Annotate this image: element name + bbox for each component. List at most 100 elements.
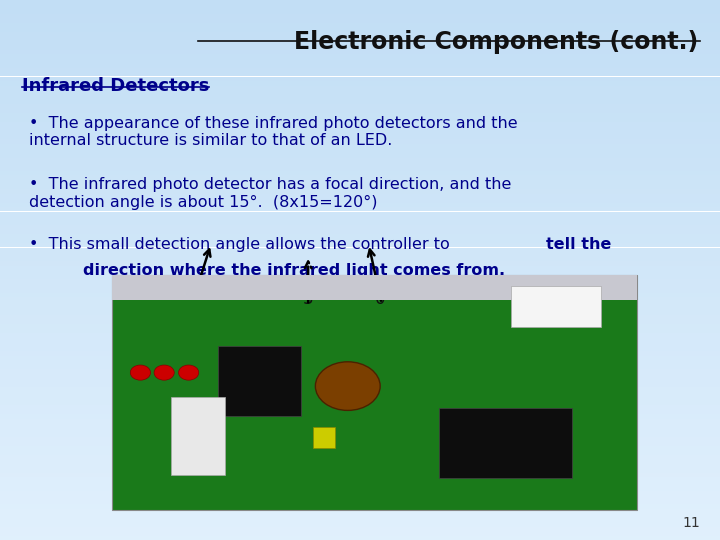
Bar (0, 482, 720, 486)
Bar (0, 500, 720, 504)
Bar (0, 513, 720, 517)
Bar (0, 270, 720, 274)
Bar (0, 81, 720, 85)
Bar (0, 486, 720, 490)
Bar (0, 495, 720, 500)
Bar (0, 401, 720, 405)
Text: direction where the infrared light comes from.: direction where the infrared light comes… (83, 263, 505, 278)
Bar (0, 117, 720, 122)
Bar (0, 90, 720, 94)
Bar (0, 338, 720, 342)
Bar (0, 279, 720, 284)
Bar (0, 202, 720, 207)
Bar (0, 171, 720, 176)
Bar (0, 261, 720, 266)
Bar (0, 162, 720, 166)
Bar (0, 297, 720, 301)
Bar (0, 108, 720, 112)
Bar (0, 239, 720, 243)
Text: 7: 7 (188, 286, 198, 303)
Bar (0, 166, 720, 171)
Bar (218, 346, 301, 416)
Bar (0, 27, 720, 31)
Bar (0, 225, 720, 229)
Bar (0, 517, 720, 522)
Text: tell the: tell the (546, 237, 611, 252)
Bar (0, 31, 720, 36)
Bar (0, 266, 720, 270)
Circle shape (315, 362, 380, 410)
Bar (0, 387, 720, 392)
Bar (0, 450, 720, 455)
Bar (0, 378, 720, 382)
Bar (112, 275, 637, 300)
Bar (0, 18, 720, 23)
Bar (0, 446, 720, 450)
Bar (0, 369, 720, 374)
Bar (0, 158, 720, 162)
Bar (0, 360, 720, 364)
Bar (0, 315, 720, 320)
Bar (0, 131, 720, 135)
Bar (0, 72, 720, 77)
Bar (0, 347, 720, 351)
Bar (439, 408, 572, 478)
Bar (0, 234, 720, 239)
Bar (0, 104, 720, 108)
Bar (0, 4, 720, 9)
Bar (0, 14, 720, 18)
Bar (0, 256, 720, 261)
Bar (0, 414, 720, 418)
Bar (511, 286, 601, 327)
Bar (0, 531, 720, 536)
Text: Infrared Detectors: Infrared Detectors (22, 77, 209, 94)
Bar (0, 504, 720, 509)
Bar (0, 459, 720, 463)
Bar (0, 374, 720, 378)
Bar (0, 207, 720, 212)
Bar (0, 432, 720, 436)
Bar (0, 284, 720, 288)
Bar (0, 9, 720, 14)
Bar (0, 355, 720, 360)
Bar (0, 396, 720, 401)
Bar (0, 333, 720, 338)
Bar (0, 85, 720, 90)
Bar (0, 144, 720, 148)
Text: •  The infrared photo detector has a focal direction, and the
detection angle is: • The infrared photo detector has a foca… (29, 177, 511, 210)
Bar (0, 94, 720, 99)
Bar (0, 135, 720, 139)
Text: •  This small detection angle allows the controller to: • This small detection angle allows the … (29, 237, 454, 252)
Bar (0, 463, 720, 468)
Bar (0, 301, 720, 306)
Bar (0, 526, 720, 531)
Circle shape (179, 365, 199, 380)
Bar (0, 68, 720, 72)
Bar (0, 274, 720, 279)
Bar (0, 23, 720, 27)
Bar (0, 252, 720, 256)
Bar (0, 328, 720, 333)
Bar (0, 472, 720, 477)
Bar (0, 216, 720, 220)
Bar (0, 176, 720, 180)
Bar (0, 342, 720, 347)
Bar (0, 418, 720, 423)
Bar (0, 77, 720, 81)
Bar (0, 477, 720, 482)
Bar (0, 36, 720, 40)
Bar (0, 351, 720, 355)
Bar (0, 185, 720, 189)
Bar (0, 153, 720, 158)
Text: 3: 3 (303, 290, 313, 308)
Bar (0, 148, 720, 153)
Bar (0, 50, 720, 54)
Bar (0, 0, 720, 4)
Text: 11: 11 (682, 516, 700, 530)
Bar (0, 441, 720, 445)
Bar (0, 247, 720, 252)
Bar (0, 382, 720, 387)
Bar (0, 220, 720, 225)
Text: •  The appearance of these infrared photo detectors and the
internal structure i: • The appearance of these infrared photo… (29, 116, 518, 148)
Bar (0, 324, 720, 328)
